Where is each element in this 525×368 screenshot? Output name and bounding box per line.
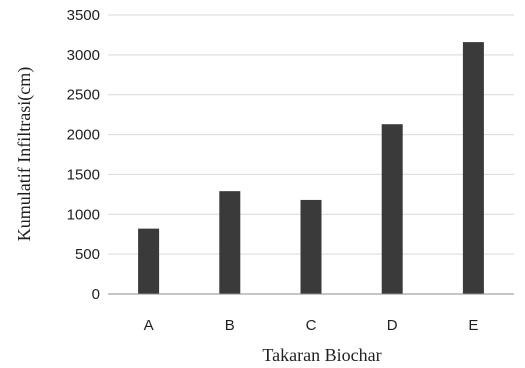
y-tick-label: 2500	[67, 87, 100, 104]
x-tick-label: C	[306, 317, 317, 334]
y-tick-label: 1000	[67, 206, 100, 223]
y-tick-label: 3000	[67, 47, 100, 64]
x-axis-title: Takaran Biochar	[262, 345, 381, 365]
y-tick-labels: 0 500 1000 1500 2000 2500 3000 3500	[67, 7, 100, 303]
x-tick-labels: A B C D E	[144, 317, 479, 334]
y-tick-label: 0	[92, 286, 100, 303]
x-tick-label: B	[225, 317, 235, 334]
bar-d	[381, 124, 403, 294]
bar-a	[138, 228, 160, 294]
y-tick-label: 2000	[67, 127, 100, 144]
bars	[138, 42, 484, 294]
bar-e	[462, 42, 484, 294]
y-tick-label: 3500	[67, 7, 100, 24]
y-axis-title: Kumulatif Infiltrasi(cm)	[14, 67, 35, 241]
bar-c	[300, 199, 322, 294]
bar-b	[219, 191, 241, 294]
x-tick-label: D	[387, 317, 398, 334]
y-tick-label: 500	[75, 246, 100, 263]
y-tick-label: 1500	[67, 166, 100, 183]
gridlines	[108, 14, 514, 255]
x-tick-label: E	[468, 317, 478, 334]
x-tick-label: A	[144, 317, 154, 334]
